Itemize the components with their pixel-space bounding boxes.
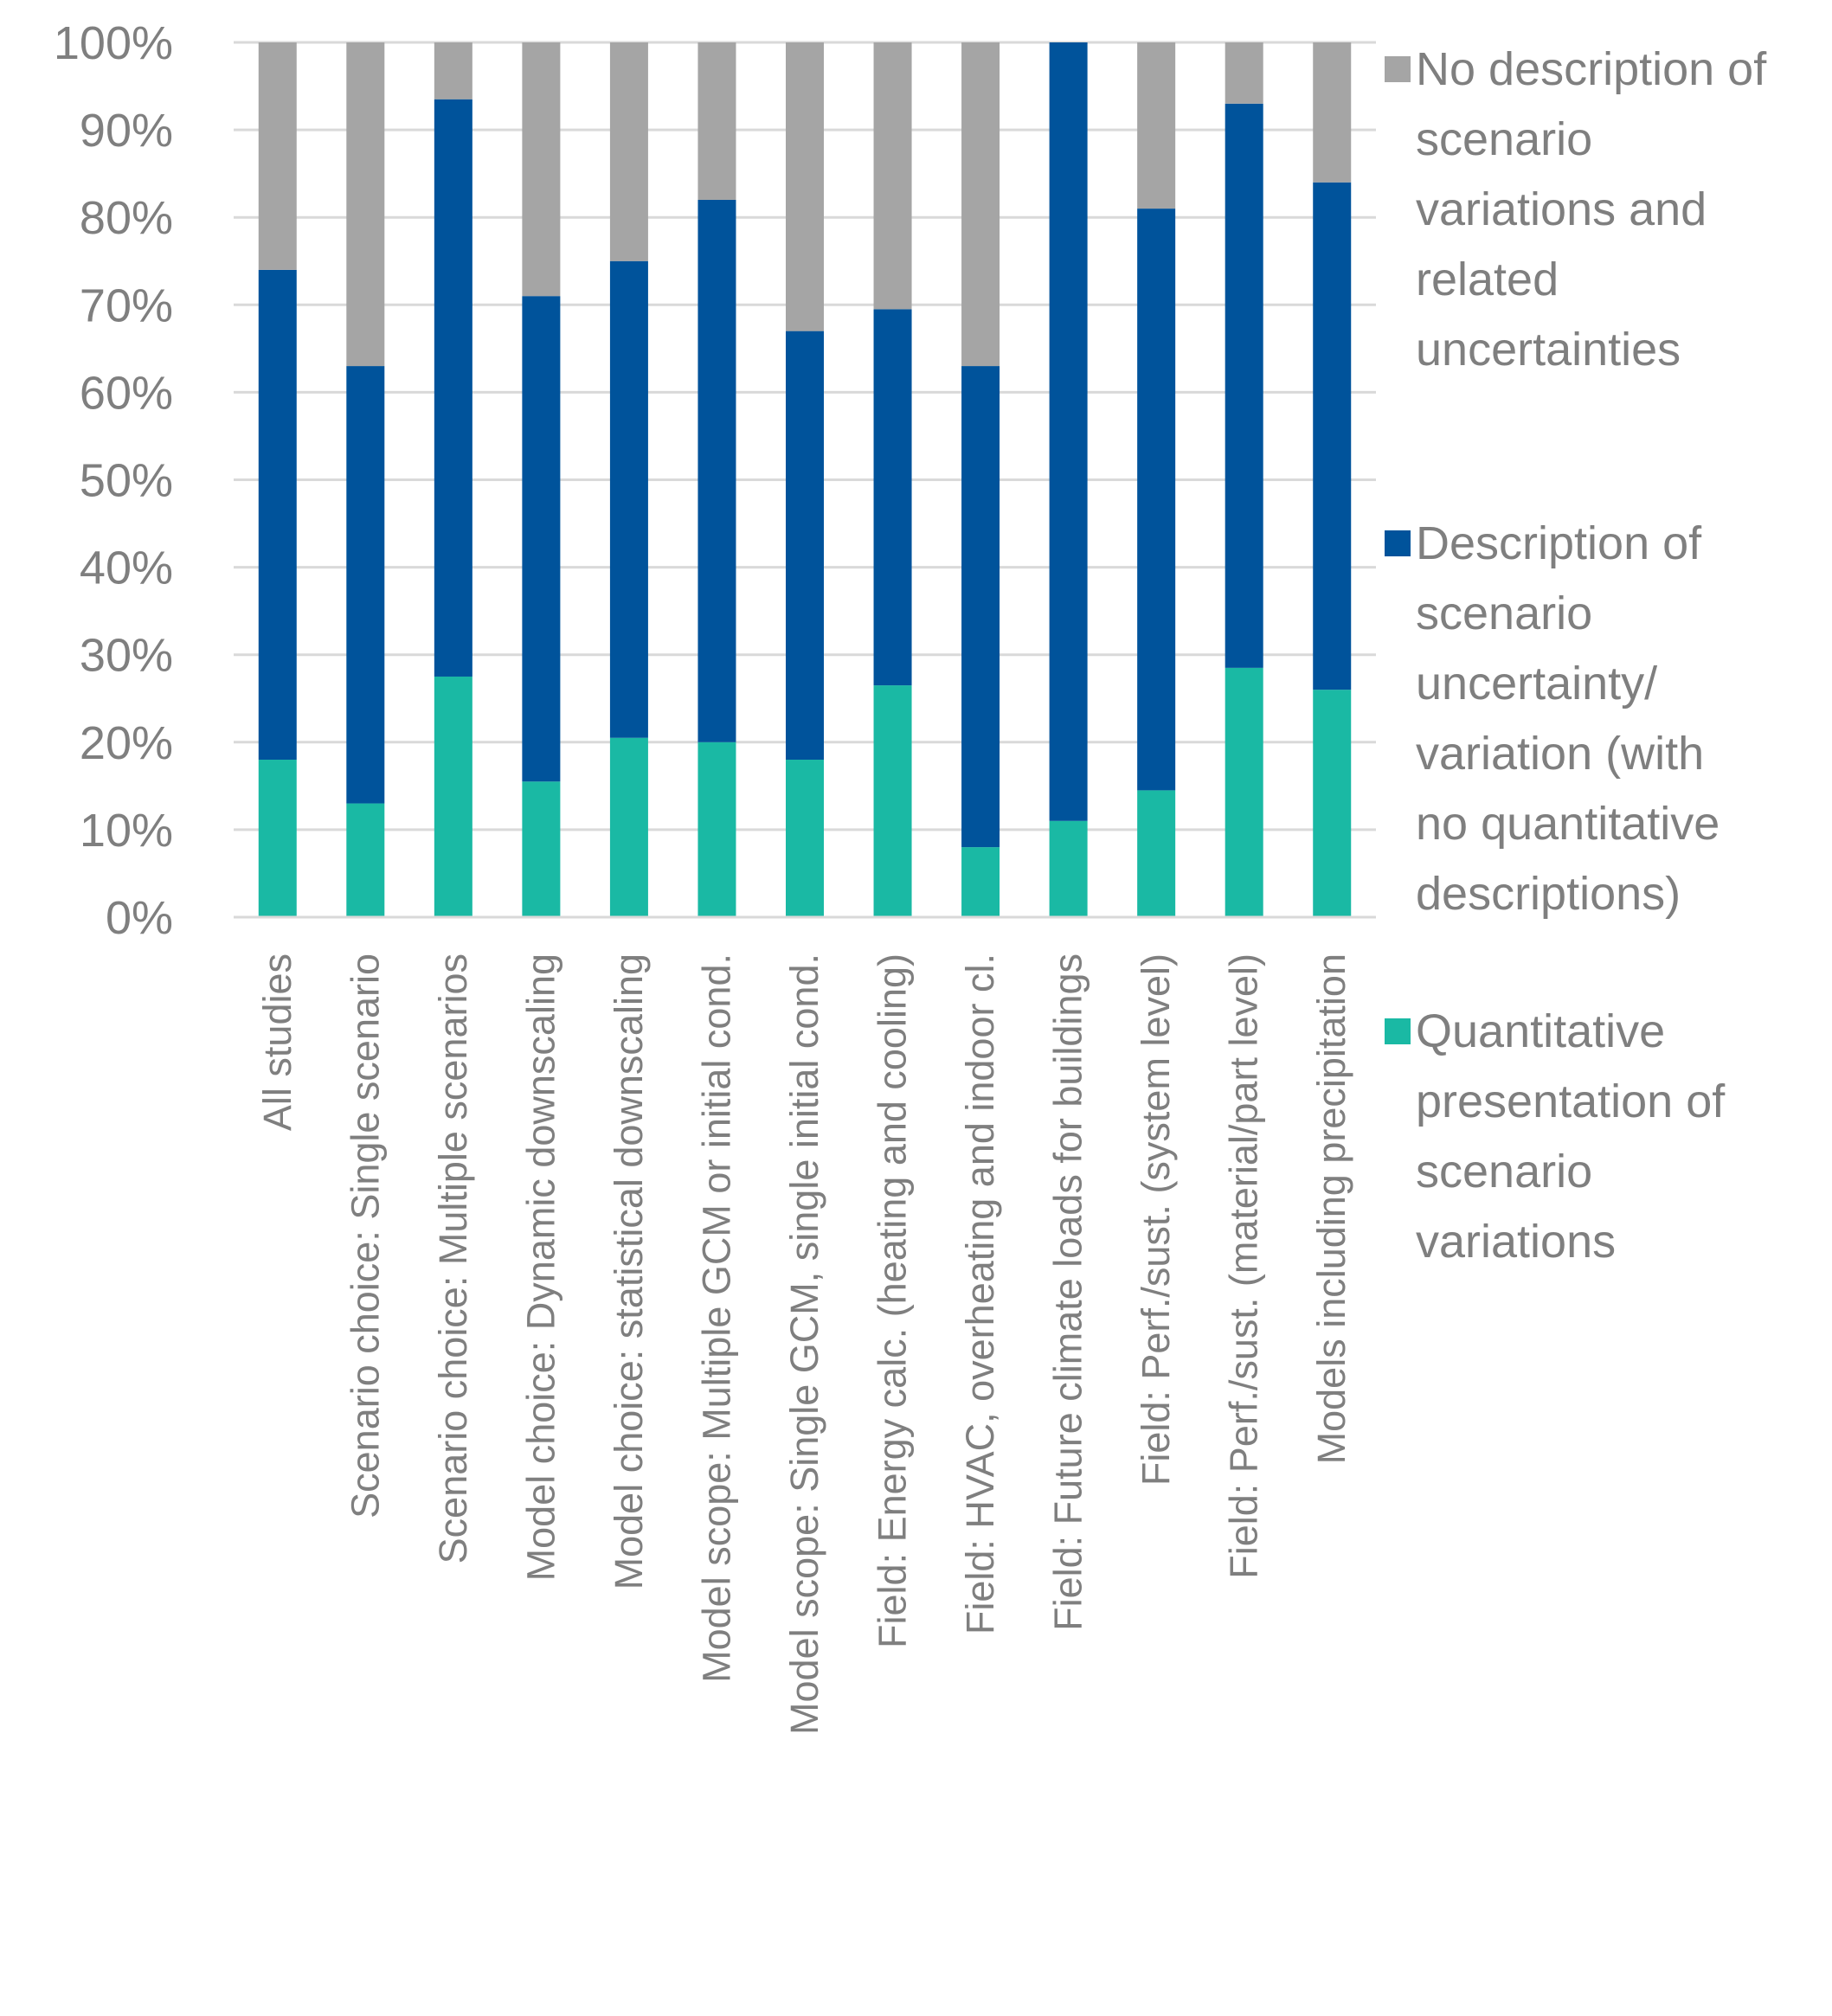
y-tick-label: 20%: [80, 717, 173, 769]
bar-segment: [1049, 820, 1088, 917]
legend-line: related: [1416, 254, 1559, 305]
legend-line: no quantitative: [1416, 798, 1720, 850]
x-category-label: All studies: [255, 953, 299, 1131]
bar-segment: [434, 676, 472, 917]
x-category-label: Models including precipitation: [1309, 953, 1353, 1464]
bar-segment: [434, 42, 472, 100]
bar-segment: [522, 42, 561, 297]
x-category-label: Scenario choice: Single scenario: [343, 953, 387, 1518]
y-tick-label: 80%: [80, 192, 173, 244]
bar-segment: [1313, 690, 1352, 917]
legend-line: scenario: [1416, 1146, 1593, 1197]
x-category-label: Model choice: statistical downscaling: [607, 953, 651, 1589]
legend-line: variations: [1416, 1216, 1617, 1268]
x-category-label: Model choice: Dynamic downscaling: [518, 953, 562, 1581]
bar-segment: [346, 803, 385, 917]
bar-segment: [786, 42, 824, 331]
legend-line: uncertainty/: [1416, 658, 1658, 709]
x-category-label: Field: Perf./sust. (system level): [1134, 953, 1178, 1486]
y-tick-label: 70%: [80, 279, 173, 331]
legend-swatch-no-description: [1385, 56, 1411, 82]
bar-segment: [873, 685, 912, 917]
x-category-label: Field: HVAC, overheating and indoor cl.: [958, 953, 1002, 1634]
x-category-label: Field: Future climate loads for building…: [1046, 953, 1090, 1631]
bar-segment: [522, 781, 561, 917]
legend-line: No description of: [1416, 43, 1767, 95]
bar-segment: [873, 309, 912, 686]
bar-segment: [961, 366, 1000, 848]
bar-segment: [1225, 42, 1263, 104]
x-category-label: Model scope: Single GCM, single initial …: [782, 953, 826, 1735]
bar-segment: [961, 42, 1000, 367]
legend-line: variation (with: [1416, 728, 1705, 780]
bar-segment: [609, 260, 648, 738]
bar-segment: [873, 42, 912, 310]
bar-segment: [1049, 42, 1088, 821]
x-category-label: Model scope: Multiple GCM or initial con…: [694, 953, 738, 1683]
legend-swatch-quantitative: [1385, 1018, 1411, 1044]
x-axis-category-labels: All studies Scenario choice: Single scena…: [255, 953, 1353, 1735]
bar-segment: [1225, 103, 1263, 668]
bar-segment: [786, 331, 824, 761]
y-tick-label: 50%: [80, 455, 173, 507]
y-axis-ticks: 0% 10% 20% 30% 40% 50% 60% 70% 80% 90% 100%: [54, 17, 173, 944]
bar-segment: [522, 296, 561, 782]
x-category-label: Scenario choice: Multiple scenarios: [431, 953, 475, 1563]
legend-line: descriptions): [1416, 868, 1681, 920]
legend-line: variations and: [1416, 183, 1707, 235]
legend-line: presentation of: [1416, 1075, 1726, 1127]
bar-segment: [258, 42, 297, 270]
bar-stacks: [258, 42, 1352, 917]
bar-segment: [1225, 667, 1263, 917]
x-category-label: Field: Energy calc. (heating and cooling…: [871, 953, 915, 1648]
y-tick-label: 40%: [80, 543, 173, 594]
bar-segment: [1137, 209, 1176, 791]
bar-segment: [697, 742, 736, 917]
bar-segment: [697, 199, 736, 742]
x-category-label: Field: Perf./sust. (material/part level): [1222, 953, 1266, 1579]
bar-segment: [786, 760, 824, 917]
bar-segment: [697, 42, 736, 200]
y-tick-label: 100%: [54, 17, 173, 69]
y-tick-label: 10%: [80, 805, 173, 857]
bar-segment: [346, 42, 385, 367]
bar-segment: [609, 42, 648, 261]
bar-segment: [1137, 42, 1176, 209]
bar-segment: [961, 847, 1000, 917]
bar-segment: [346, 366, 385, 804]
bar-segment: [434, 99, 472, 677]
legend-line: uncertainties: [1416, 324, 1681, 376]
bar-segment: [1137, 790, 1176, 917]
legend-line: Description of: [1416, 517, 1702, 569]
bar-segment: [1313, 42, 1352, 183]
y-tick-label: 60%: [80, 367, 173, 419]
y-tick-label: 30%: [80, 630, 173, 682]
legend-swatch-description: [1385, 530, 1411, 556]
bar-segment: [258, 269, 297, 761]
legend-line: scenario: [1416, 113, 1593, 165]
bar-segment: [258, 760, 297, 917]
legend-line: Quantitative: [1416, 1005, 1666, 1057]
y-tick-label: 90%: [80, 105, 173, 157]
bar-segment: [1313, 182, 1352, 690]
y-tick-label: 0%: [106, 892, 173, 944]
legend-line: scenario: [1416, 587, 1593, 639]
bar-segment: [609, 737, 648, 917]
